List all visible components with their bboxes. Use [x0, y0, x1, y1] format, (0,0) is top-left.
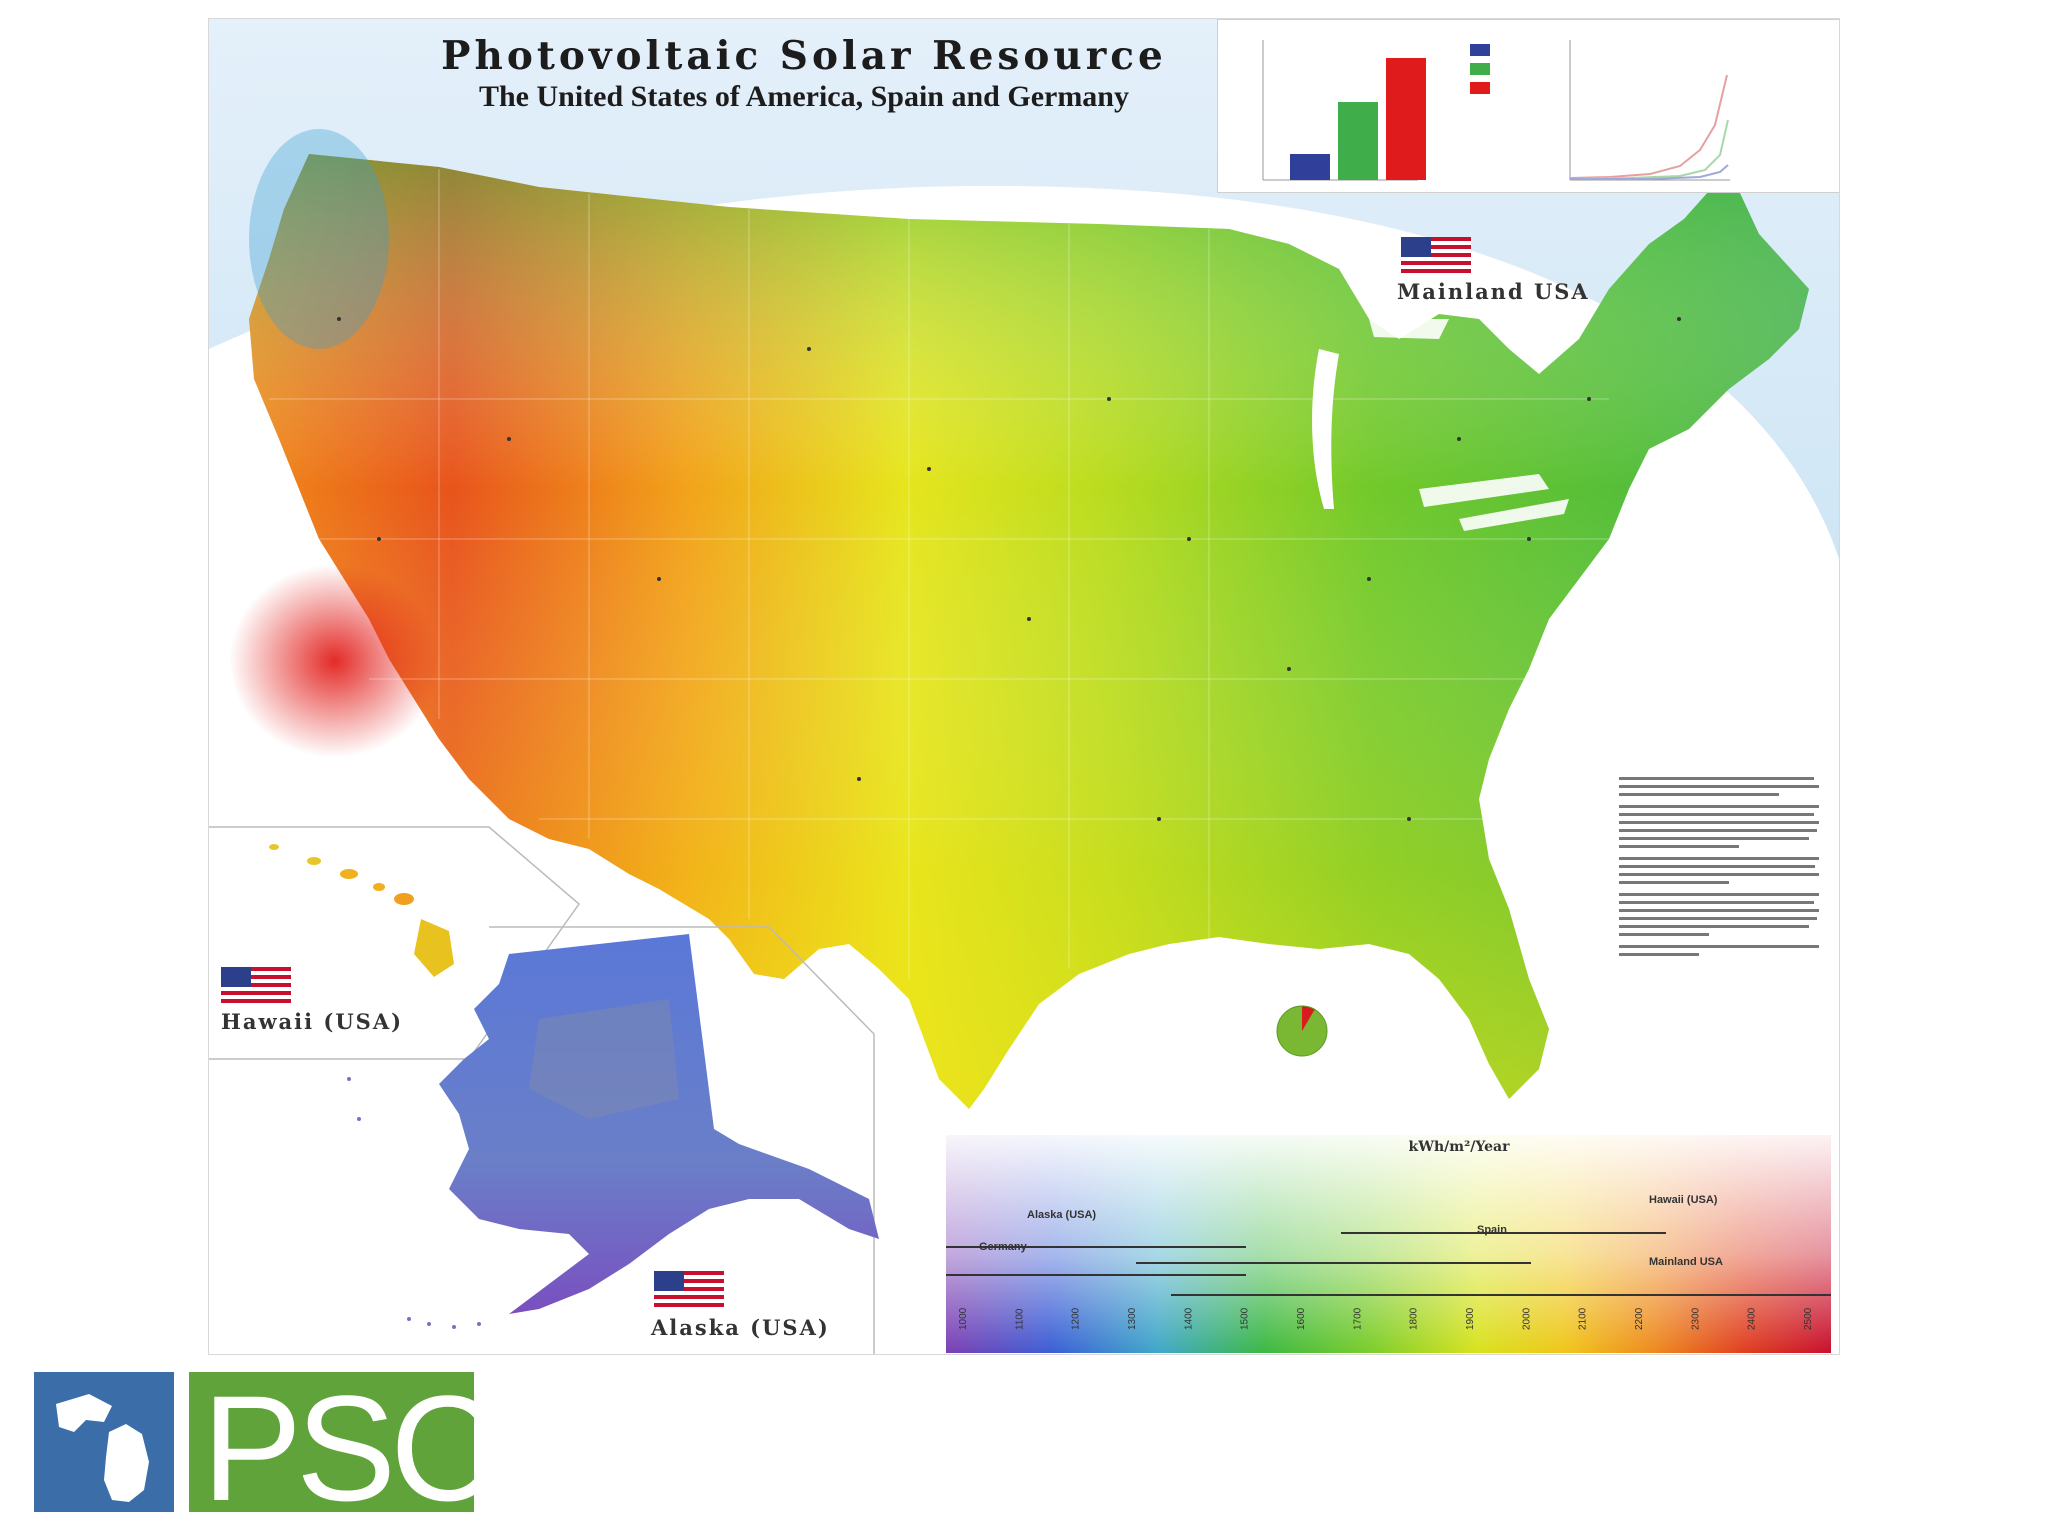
legend-tick-label: 2200: [1634, 1307, 1645, 1330]
legend-unit-label: kWh/m²/Year: [1408, 1139, 1510, 1155]
legend-tick-label: 1600: [1296, 1307, 1307, 1330]
irradiance-legend: 1000 1100 1200 1300 1400 1500 1600 1700 1800 1900…: [946, 1135, 1831, 1353]
alaska-label: Alaska (USA): [651, 1315, 830, 1340]
installed-capacity-pie: [1276, 1005, 1328, 1057]
line-chart-graphic: [1569, 40, 1730, 181]
legend-tick-label: 1100: [1014, 1308, 1025, 1330]
legend-tick-label: 2300: [1690, 1307, 1701, 1330]
legend-tick-label: 1200: [1071, 1307, 1082, 1330]
hawaii-label: Hawaii (USA): [221, 1009, 404, 1034]
solar-map: [209, 129, 1809, 1354]
legend-tick-label: 2500: [1803, 1307, 1814, 1330]
poster-title-block: Photovoltaic Solar Resource The United S…: [424, 33, 1184, 115]
region-range-lines: [946, 1232, 1831, 1296]
legend-swatch-2: [1470, 63, 1490, 75]
legend-tick-label: 1500: [1240, 1307, 1251, 1330]
legend-ticks: 1000 1100 1200 1300 1400 1500 1600 1700 1800 1900…: [958, 1307, 1814, 1330]
range-label-germany: Germany: [979, 1241, 1027, 1253]
legend-tick-label: 2000: [1521, 1307, 1532, 1330]
legend-tick-label: 2400: [1747, 1307, 1758, 1330]
logo-green-panel: [189, 1372, 474, 1512]
bar-1: [1290, 154, 1330, 180]
bar-2: [1338, 102, 1378, 180]
us-flag-icon: [221, 967, 291, 1003]
michigan-lower-peninsula-icon: [104, 1424, 149, 1502]
hawaii-shape: [269, 844, 454, 977]
range-label-spain: Spain: [1477, 1224, 1507, 1236]
poster-subtitle: The United States of America, Spain and …: [478, 80, 1129, 113]
installed-capacity-bar-chart: [1218, 20, 1523, 192]
us-flag-icon: [654, 1271, 724, 1307]
legend-tick-label: 1700: [1352, 1307, 1363, 1330]
notes-text-block: [1619, 777, 1819, 956]
legend-tick-label: 2100: [1578, 1307, 1589, 1330]
legend-tick-label: 1300: [1127, 1307, 1138, 1330]
logo-blue-square: [34, 1372, 174, 1512]
legend-tick-label: 1800: [1409, 1307, 1420, 1330]
bar-chart-graphic: [1262, 40, 1490, 181]
poster-title: Photovoltaic Solar Resource: [441, 33, 1167, 79]
bar-3: [1386, 58, 1426, 180]
range-label-hawaii: Hawaii (USA): [1649, 1194, 1718, 1206]
us-flag-icon: [1401, 237, 1471, 273]
mainland-usa-label: Mainland USA: [1397, 279, 1590, 304]
range-label-alaska: Alaska (USA): [1027, 1209, 1097, 1221]
legend-tick-label: 1900: [1465, 1307, 1476, 1330]
range-label-mainland: Mainland USA: [1649, 1256, 1723, 1268]
legend-swatch-3: [1470, 82, 1490, 94]
alaska-shape: [347, 934, 879, 1329]
legend-tick-label: 1400: [1183, 1307, 1194, 1330]
legend-tick-label: 1000: [958, 1307, 969, 1330]
inset-charts-panel: [1217, 19, 1839, 193]
logo-text: PSC: [202, 1372, 474, 1512]
legend-swatch-1: [1470, 44, 1490, 56]
michigan-upper-peninsula-icon: [56, 1394, 112, 1432]
cumulative-capacity-line-chart: [1530, 20, 1835, 192]
mainland-usa-shape: [229, 129, 1809, 1109]
psc-logo: PSC: [34, 1372, 474, 1512]
solar-resource-poster: Photovoltaic Solar Resource The United S…: [208, 18, 1840, 1355]
